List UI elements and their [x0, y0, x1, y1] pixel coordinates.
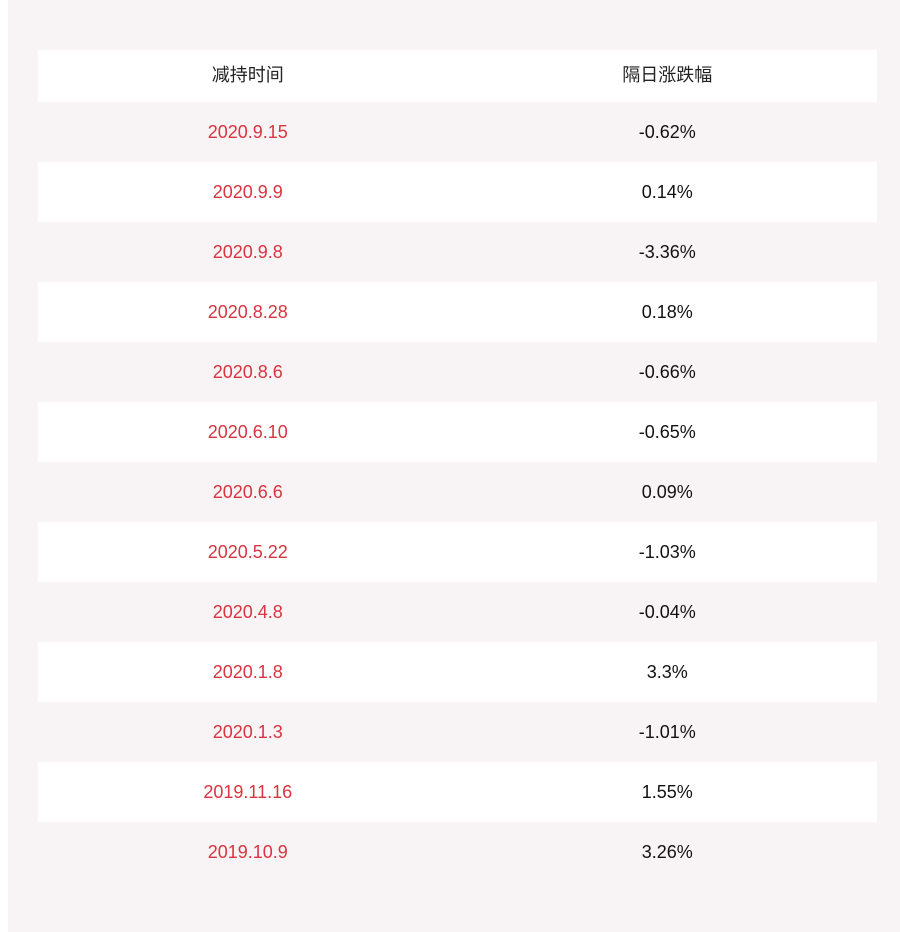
table-row: 2020.5.22 -1.03% [38, 522, 877, 582]
reduction-table: 减持时间 隔日涨跌幅 2020.9.15 -0.62% 2020.9.9 0.1… [38, 50, 877, 882]
table-row: 2020.8.28 0.18% [38, 282, 877, 342]
table-row: 2020.1.8 3.3% [38, 642, 877, 702]
table-header-row: 减持时间 隔日涨跌幅 [38, 50, 877, 102]
table-row: 2020.6.6 0.09% [38, 462, 877, 522]
table-row: 2020.6.10 -0.65% [38, 402, 877, 462]
table-row: 2020.9.8 -3.36% [38, 222, 877, 282]
date-cell: 2019.10.9 [207, 842, 288, 862]
table-row: 2020.9.9 0.14% [38, 162, 877, 222]
table-row: 2019.11.16 1.55% [38, 762, 877, 822]
change-cell: 0.14% [641, 182, 693, 202]
date-cell: 2020.9.8 [212, 242, 283, 262]
change-cell: 0.18% [641, 302, 693, 322]
date-cell: 2020.1.8 [212, 662, 283, 682]
date-cell: 2020.8.6 [212, 362, 283, 382]
change-cell: 3.3% [646, 662, 688, 682]
change-cell: 1.55% [641, 782, 693, 802]
change-cell: -0.65% [638, 422, 696, 442]
table-row: 2019.10.9 3.26% [38, 822, 877, 882]
change-cell: -3.36% [638, 242, 696, 262]
change-cell: -0.66% [638, 362, 696, 382]
header-change: 隔日涨跌幅 [622, 65, 713, 86]
date-cell: 2020.4.8 [212, 602, 283, 622]
table-row: 2020.4.8 -0.04% [38, 582, 877, 642]
table-row: 2020.1.3 -1.01% [38, 702, 877, 762]
table-row: 2020.8.6 -0.66% [38, 342, 877, 402]
change-cell: -0.04% [638, 602, 696, 622]
date-cell: 2020.6.6 [212, 482, 283, 502]
date-cell: 2020.9.15 [207, 122, 288, 142]
date-cell: 2020.9.9 [212, 182, 283, 202]
date-cell: 2020.5.22 [207, 542, 288, 562]
change-cell: 3.26% [641, 842, 693, 862]
date-cell: 2020.1.3 [212, 722, 283, 742]
content-panel: 减持时间 隔日涨跌幅 2020.9.15 -0.62% 2020.9.9 0.1… [8, 0, 900, 932]
change-cell: -1.01% [638, 722, 696, 742]
change-cell: -1.03% [638, 542, 696, 562]
header-date: 减持时间 [211, 65, 284, 86]
change-cell: 0.09% [641, 482, 693, 502]
date-cell: 2020.6.10 [207, 422, 288, 442]
table-row: 2020.9.15 -0.62% [38, 102, 877, 162]
date-cell: 2019.11.16 [203, 782, 293, 802]
date-cell: 2020.8.28 [207, 302, 288, 322]
change-cell: -0.62% [638, 122, 696, 142]
